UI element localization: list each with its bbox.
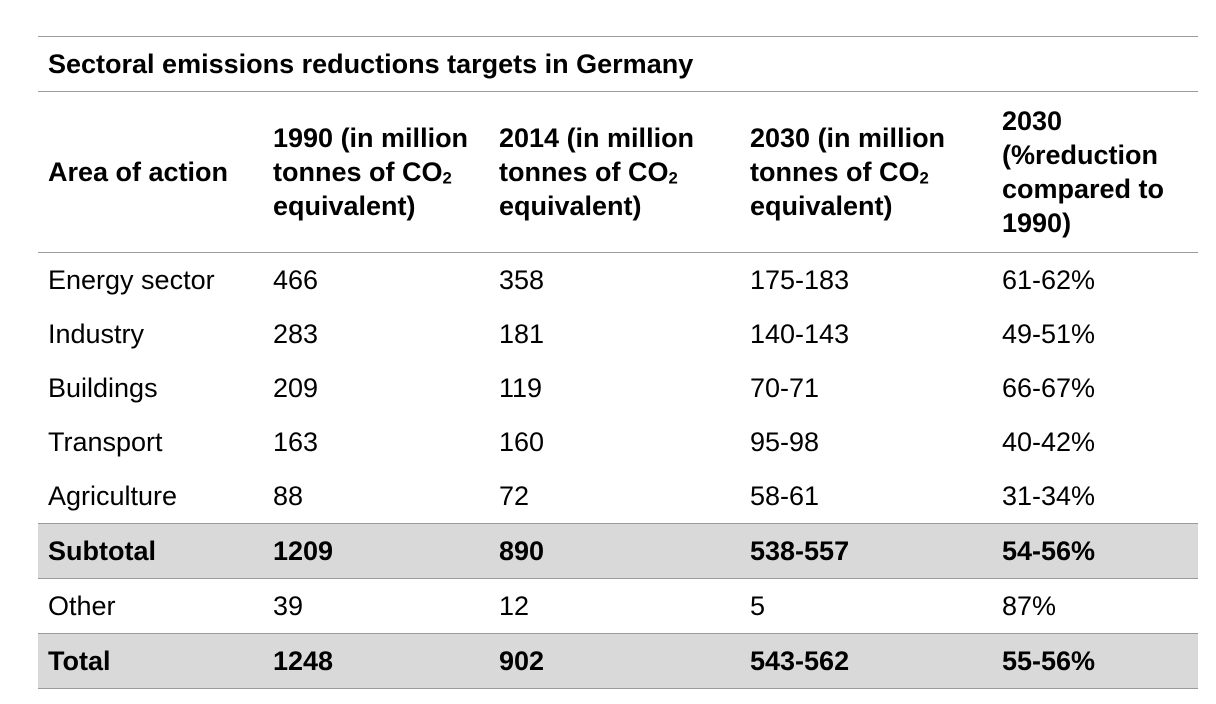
cell-2030: 70-71 [750, 372, 820, 403]
header-text-suffix: equivalent) [750, 191, 893, 221]
cell-2030: 140-143 [750, 318, 850, 349]
cell-area: Industry [48, 318, 145, 349]
table-header-row: Area of action 1990 (in million tonnes o… [38, 91, 1199, 253]
header-2030: 2030 (in million tonnes of CO2 equivalen… [740, 91, 992, 253]
header-2014: 2014 (in million tonnes of CO2 equivalen… [489, 91, 740, 253]
cell-area: Other [48, 590, 116, 621]
cell-1990: 39 [273, 590, 304, 621]
emissions-table-container: Sectoral emissions reductions targets in… [38, 36, 1199, 689]
header-subscript: 2 [668, 168, 678, 188]
header-text: 2014 (in million tonnes of CO [499, 123, 695, 187]
header-2030-reduction: 2030 (%reduction compared to 1990) [992, 91, 1199, 253]
header-text-suffix: equivalent) [499, 191, 642, 221]
cell-2030: 95-98 [750, 426, 820, 457]
cell-area: Buildings [48, 372, 158, 403]
cell-2014: 902 [489, 633, 740, 689]
table-row-industry: Industry 283 181 140-143 49-51% [38, 307, 1198, 361]
cell-2030: 175-183 [750, 264, 850, 295]
cell-1990: 163 [273, 426, 319, 457]
header-text: 1990 (in million tonnes of CO [273, 123, 469, 187]
header-text: 2030 (%reduction compared to 1990) [1002, 106, 1165, 238]
table-row-other: Other 39 12 5 87% [38, 579, 1198, 634]
cell-2030-reduction: 49-51% [1002, 318, 1096, 349]
header-text-suffix: equivalent) [273, 191, 416, 221]
cell-2030-reduction: 55-56% [992, 633, 1199, 689]
cell-2014: 160 [499, 426, 545, 457]
cell-2030: 538-557 [740, 523, 992, 579]
cell-area: Subtotal [38, 523, 263, 579]
cell-2014: 181 [499, 318, 545, 349]
header-area-of-action: Area of action [38, 91, 263, 253]
cell-2014: 119 [499, 372, 543, 403]
table-row-transport: Transport 163 160 95-98 40-42% [38, 415, 1198, 469]
cell-1990: 283 [273, 318, 319, 349]
cell-2014: 890 [489, 523, 740, 579]
cell-2014: 358 [499, 264, 545, 295]
header-subscript: 2 [919, 168, 929, 188]
cell-2014: 72 [499, 480, 530, 511]
table-row-buildings: Buildings 209 119 70-71 66-67% [38, 361, 1198, 415]
header-text: Area of action [48, 157, 229, 187]
header-1990: 1990 (in million tonnes of CO2 equivalen… [263, 91, 489, 253]
cell-2030-reduction: 66-67% [1002, 372, 1096, 403]
cell-2030-reduction: 61-62% [1002, 264, 1096, 295]
table-row-subtotal: Subtotal 1209 890 538-557 54-56% [38, 523, 1199, 579]
cell-area: Transport [48, 426, 163, 457]
cell-area: Total [38, 633, 263, 689]
table-title-row: Sectoral emissions reductions targets in… [38, 36, 1199, 92]
cell-1990: 1248 [263, 633, 489, 689]
table-row-agriculture: Agriculture 88 72 58-61 31-34% [38, 469, 1198, 524]
header-subscript: 2 [442, 168, 452, 188]
header-text: 2030 (in million tonnes of CO [750, 123, 946, 187]
cell-2030-reduction: 40-42% [1002, 426, 1096, 457]
cell-area: Energy sector [48, 264, 215, 295]
cell-2030: 5 [750, 590, 766, 621]
cell-1990: 88 [273, 480, 304, 511]
cell-1990: 1209 [263, 523, 489, 579]
cell-2030-reduction: 87% [1002, 590, 1057, 621]
cell-2030-reduction: 31-34% [1002, 480, 1096, 511]
table-row-energy-sector: Energy sector 466 358 175-183 61-62% [38, 253, 1198, 308]
cell-area: Agriculture [48, 480, 178, 511]
cell-1990: 466 [273, 264, 319, 295]
table-title: Sectoral emissions reductions targets in… [38, 36, 1199, 92]
cell-1990: 209 [273, 372, 319, 403]
cell-2030: 543-562 [740, 633, 992, 689]
table-row-total: Total 1248 902 543-562 55-56% [38, 633, 1199, 689]
cell-2030: 58-61 [750, 480, 820, 511]
emissions-table: Sectoral emissions reductions targets in… [38, 36, 1199, 689]
cell-2030-reduction: 54-56% [992, 523, 1199, 579]
cell-2014: 12 [499, 590, 530, 621]
